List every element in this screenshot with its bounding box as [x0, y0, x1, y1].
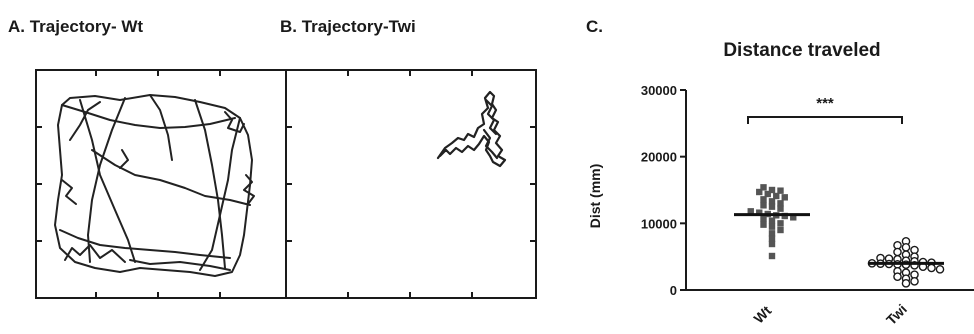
- y-tick-label: 0: [670, 283, 677, 298]
- significance-bracket-line: [747, 116, 903, 124]
- wt-point: [756, 209, 763, 216]
- trajectory-wt-panel: [35, 69, 287, 299]
- wt-point: [768, 217, 776, 224]
- wt-point: [764, 190, 771, 198]
- wt-point: [768, 198, 776, 205]
- wt-point: [747, 208, 754, 215]
- significance-label: ***: [816, 95, 834, 112]
- wt-point: [768, 203, 776, 210]
- twi-point: [910, 277, 919, 286]
- wt-point: [760, 196, 767, 203]
- trajectory-wt-path: [54, 94, 255, 277]
- wt-point: [777, 220, 784, 227]
- twi-point: [893, 247, 902, 257]
- wt-point: [756, 188, 763, 196]
- twi-point: [901, 243, 911, 252]
- twi-point: [935, 265, 945, 274]
- wt-point: [760, 215, 767, 222]
- wt-point: [777, 205, 784, 212]
- y-tick-label: 30000: [641, 83, 677, 98]
- y-tick-label: 10000: [641, 216, 677, 231]
- y-ticks: 0 10000 20000 30000: [641, 83, 686, 298]
- mean-lines: [734, 213, 944, 265]
- wt-point: [768, 240, 776, 248]
- significance-bracket: ***: [747, 95, 903, 124]
- trajectory-twi-path: [436, 90, 507, 168]
- wt-point: [777, 187, 784, 194]
- data-points: [747, 184, 945, 288]
- chart-title: Distance traveled: [723, 40, 880, 61]
- trajectory-twi-panel: [285, 69, 537, 299]
- twi-point: [893, 272, 902, 281]
- category-labels: Wt Twi: [750, 301, 910, 328]
- wt-point: [777, 200, 784, 207]
- category-label: Wt: [750, 302, 774, 326]
- wt-point: [773, 192, 780, 200]
- twi-point: [901, 279, 911, 288]
- wt-point: [790, 214, 797, 221]
- wt-point: [781, 194, 788, 201]
- distance-chart: Distance traveled 0 10000 20000 30000 Dist …: [587, 40, 974, 328]
- wt-point: [768, 252, 776, 260]
- panel-b-title: B. Trajectory-Twi: [280, 17, 416, 36]
- wt-point: [760, 221, 767, 228]
- wt-point: [768, 186, 776, 194]
- panel-a-title: A. Trajectory- Wt: [8, 17, 143, 36]
- trajectory-twi-ticks: [286, 70, 537, 298]
- wt-point: [768, 235, 776, 242]
- trajectory-wt-ticks: [35, 70, 221, 298]
- wt-point: [768, 223, 776, 230]
- wt-point: [760, 184, 767, 191]
- y-tick-label: 20000: [641, 150, 677, 165]
- y-axis-label: Dist (mm): [587, 164, 603, 229]
- trajectory-twi-frame: [285, 69, 537, 299]
- twi-point: [927, 263, 936, 273]
- wt-point: [777, 226, 784, 234]
- wt-point: [760, 202, 767, 209]
- category-label: Twi: [883, 301, 910, 328]
- panel-c-label: C.: [586, 17, 603, 36]
- wt-point: [768, 230, 776, 237]
